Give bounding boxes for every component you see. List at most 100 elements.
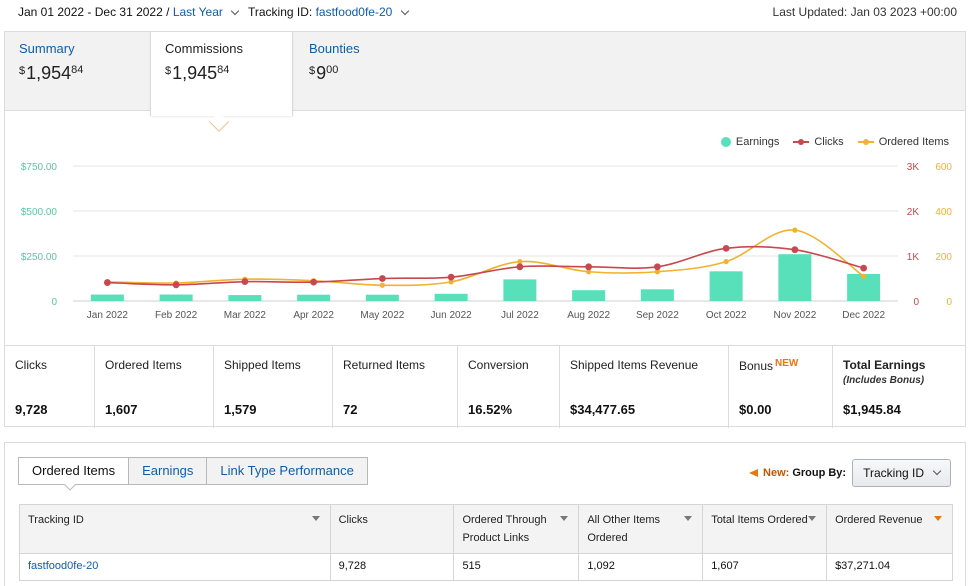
x-tick-label: Feb 2022: [155, 310, 198, 321]
bar-earnings: [572, 290, 606, 301]
tab-bounties[interactable]: Bounties $900: [295, 32, 435, 111]
clicks-point: [241, 278, 249, 286]
new-tag: New:: [748, 467, 789, 479]
tab-earnings[interactable]: Earnings: [128, 457, 208, 485]
sort-icon[interactable]: [684, 516, 693, 521]
x-tick-label: Aug 2022: [567, 310, 610, 321]
tracking-label: Tracking ID:: [248, 5, 313, 19]
metric-value: 16.52%: [468, 402, 513, 417]
legend-ordered[interactable]: Ordered Items: [857, 136, 949, 148]
ordered-items-point: [448, 279, 454, 285]
metric-shipped-items: Shipped Items 1,579: [214, 346, 333, 428]
metric-value: $0.00: [739, 402, 772, 417]
tab-bounties-value: $900: [309, 63, 339, 83]
sort-icon[interactable]: [934, 516, 942, 521]
metric-label: Returned Items: [343, 358, 426, 372]
x-tick-label: May 2022: [360, 310, 404, 321]
tracking-id-value: fastfood0fe-20: [315, 5, 393, 19]
tab-commissions[interactable]: Commissions $1,94584: [150, 32, 293, 116]
column-header-other-items[interactable]: All Other Items Ordered: [578, 504, 704, 554]
legend-ordered-label: Ordered Items: [878, 136, 949, 148]
top-bar: Jan 01 2022 - Dec 31 2022 / Last Year Tr…: [0, 0, 969, 30]
cell-other-items: 1,092: [578, 553, 704, 581]
bar-earnings: [709, 271, 743, 301]
legend-clicks-swatch: [793, 137, 810, 147]
cell-clicks: 9,728: [329, 553, 455, 581]
date-preset: Last Year: [172, 5, 223, 19]
metric-value: 1,579: [224, 402, 257, 417]
legend-clicks-label: Clicks: [814, 136, 844, 148]
metric-value: 72: [343, 402, 358, 417]
column-header-tracking-id[interactable]: Tracking ID: [19, 504, 331, 554]
tracking-id-picker[interactable]: Tracking ID: fastfood0fe-20: [248, 5, 409, 19]
metric-ordered-items: Ordered Items 1,607: [95, 346, 214, 428]
y-tick-label-right-orders: 600: [935, 162, 952, 173]
column-header-clicks[interactable]: Clicks: [329, 504, 455, 554]
legend-earnings[interactable]: Earnings: [720, 136, 780, 148]
clicks-point: [172, 281, 180, 289]
ordered-items-point: [861, 273, 867, 279]
column-header-total-items[interactable]: Total Items Ordered: [702, 504, 828, 554]
group-by-select[interactable]: Tracking ID: [852, 459, 951, 487]
chevron-down-icon: [230, 6, 240, 16]
sort-icon[interactable]: [311, 516, 320, 521]
summary-tabs: Summary $1,95484 Commissions $1,94584 Bo…: [5, 32, 965, 116]
clicks-point: [310, 278, 318, 286]
clicks-point: [103, 279, 111, 286]
metric-label: Conversion: [468, 358, 529, 372]
metric-returned-items: Returned Items 72: [333, 346, 458, 428]
table-header-row: Tracking ID Clicks Ordered Through Produ…: [19, 504, 953, 554]
x-tick-label: Apr 2022: [293, 310, 334, 321]
legend-ordered-swatch: [857, 137, 874, 147]
y-tick-label-right-clicks: 0: [913, 297, 919, 308]
bar-earnings: [228, 295, 262, 301]
ordered-items-line: [107, 229, 865, 287]
column-header-ordered-revenue[interactable]: Ordered Revenue: [826, 504, 953, 554]
date-range-picker[interactable]: Jan 01 2022 - Dec 31 2022 / Last Year: [18, 5, 240, 19]
table-row: fastfood0fe-20 9,728 515 1,092 1,607 $37…: [19, 553, 953, 581]
bar-earnings: [159, 294, 193, 301]
bar-earnings: [503, 279, 537, 301]
cell-tracking-id[interactable]: fastfood0fe-20: [19, 553, 331, 581]
clicks-point: [585, 263, 593, 271]
cell-total-items: 1,607: [702, 553, 828, 581]
report-table: Tracking ID Clicks Ordered Through Produ…: [19, 504, 953, 581]
group-by: New: Group By: Tracking ID: [748, 459, 951, 487]
y-tick-label-right-clicks: 2K: [907, 207, 920, 218]
bar-earnings: [297, 294, 331, 301]
tab-ordered-items[interactable]: Ordered Items: [18, 457, 130, 485]
tab-summary[interactable]: Summary $1,95484: [5, 32, 150, 111]
metric-shipped-revenue: Shipped Items Revenue $34,477.65: [560, 346, 729, 428]
bar-earnings: [778, 254, 812, 301]
clicks-point: [722, 244, 730, 252]
clicks-point: [378, 275, 386, 282]
sort-icon[interactable]: [808, 516, 817, 521]
ordered-items-point: [792, 227, 798, 233]
x-tick-label: Jul 2022: [501, 310, 539, 321]
tab-commissions-label: Commissions: [165, 41, 244, 56]
column-header-ordered-through-links[interactable]: Ordered Through Product Links: [453, 504, 580, 554]
y-tick-label-right-orders: 200: [935, 252, 952, 263]
metric-sublabel: (Includes Bonus): [843, 375, 925, 386]
metric-label: Total Earnings: [843, 358, 926, 372]
clicks-point: [653, 263, 661, 271]
metric-conversion: Conversion 16.52%: [458, 346, 560, 428]
y-tick-label-left: $750.00: [21, 162, 58, 173]
new-badge: NEW: [775, 358, 799, 369]
tab-summary-value: $1,95484: [19, 63, 84, 83]
metric-label: Clicks: [15, 358, 47, 372]
clicks-point: [516, 263, 524, 271]
legend-earnings-swatch: [720, 137, 731, 147]
y-tick-label-left: $250.00: [21, 252, 58, 263]
y-tick-label-left: 0: [51, 297, 57, 308]
megaphone-icon: [748, 468, 760, 478]
legend-earnings-label: Earnings: [735, 136, 780, 148]
x-tick-label: Oct 2022: [706, 310, 747, 321]
ordered-items-point: [586, 269, 592, 275]
clicks-point: [791, 246, 799, 254]
y-tick-label-right-clicks: 1K: [907, 252, 920, 263]
tab-link-type-performance[interactable]: Link Type Performance: [206, 457, 368, 485]
legend-clicks[interactable]: Clicks: [793, 136, 844, 148]
x-tick-label: Nov 2022: [773, 310, 816, 321]
sort-icon[interactable]: [560, 516, 569, 521]
